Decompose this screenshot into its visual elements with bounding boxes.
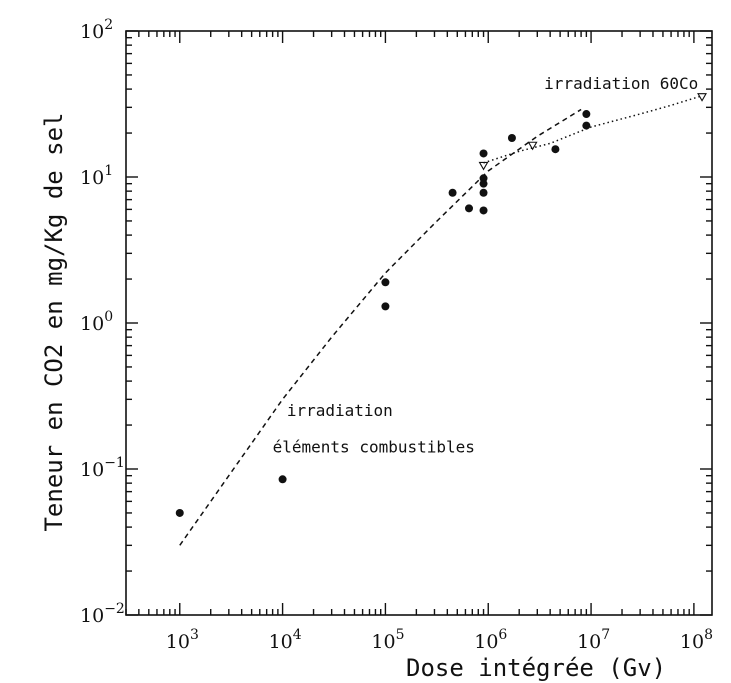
curve-marker-triangle bbox=[527, 141, 538, 151]
dotted-fit-curve bbox=[483, 95, 703, 164]
data-point bbox=[381, 278, 390, 287]
x-tick-label: 108 bbox=[680, 627, 713, 653]
data-point bbox=[479, 179, 488, 188]
data-point bbox=[551, 145, 560, 154]
dashed-fit-curve bbox=[179, 108, 582, 546]
fit-curves bbox=[179, 93, 707, 546]
y-tick-label: 100 bbox=[80, 309, 113, 335]
curve-marker-triangle bbox=[697, 93, 707, 102]
curve-marker-triangle bbox=[478, 161, 489, 171]
data-point bbox=[465, 204, 474, 213]
x-tick-label: 106 bbox=[474, 627, 507, 653]
data-point bbox=[175, 508, 184, 517]
x-tick-label: 105 bbox=[371, 627, 404, 653]
data-point bbox=[479, 188, 488, 197]
data-point bbox=[381, 302, 390, 311]
plot-frame bbox=[125, 30, 713, 616]
data-point bbox=[507, 133, 516, 142]
annotations: irradiation 60Co irradiation éléments comb… bbox=[273, 74, 699, 456]
y-tick-label: 102 bbox=[80, 17, 113, 43]
data-points bbox=[175, 110, 591, 517]
data-point bbox=[582, 110, 591, 119]
data-point bbox=[479, 149, 488, 158]
x-axis-title: Dose intégrée (Gv) bbox=[406, 654, 666, 682]
x-tick-labels: 103 104 105 106 107 108 bbox=[166, 627, 713, 653]
annotation-label: irradiation bbox=[287, 401, 393, 420]
axis-ticks bbox=[125, 30, 712, 616]
annotation-label: irradiation 60Co bbox=[544, 74, 698, 93]
data-point bbox=[448, 188, 457, 197]
x-tick-label: 103 bbox=[166, 627, 199, 653]
y-tick-label: 10−2 bbox=[80, 601, 125, 627]
y-axis-title: Teneur en CO2 en mg/Kg de sel bbox=[40, 112, 68, 531]
data-point bbox=[278, 475, 287, 484]
data-point bbox=[479, 206, 488, 215]
annotation-label: éléments combustibles bbox=[273, 437, 475, 456]
y-tick-labels: 10−2 10−1 100 101 102 bbox=[80, 17, 125, 627]
y-tick-label: 101 bbox=[80, 163, 113, 189]
data-point bbox=[582, 121, 591, 130]
y-tick-label: 10−1 bbox=[80, 455, 125, 481]
x-tick-label: 104 bbox=[269, 627, 302, 653]
x-tick-label: 107 bbox=[577, 627, 610, 653]
